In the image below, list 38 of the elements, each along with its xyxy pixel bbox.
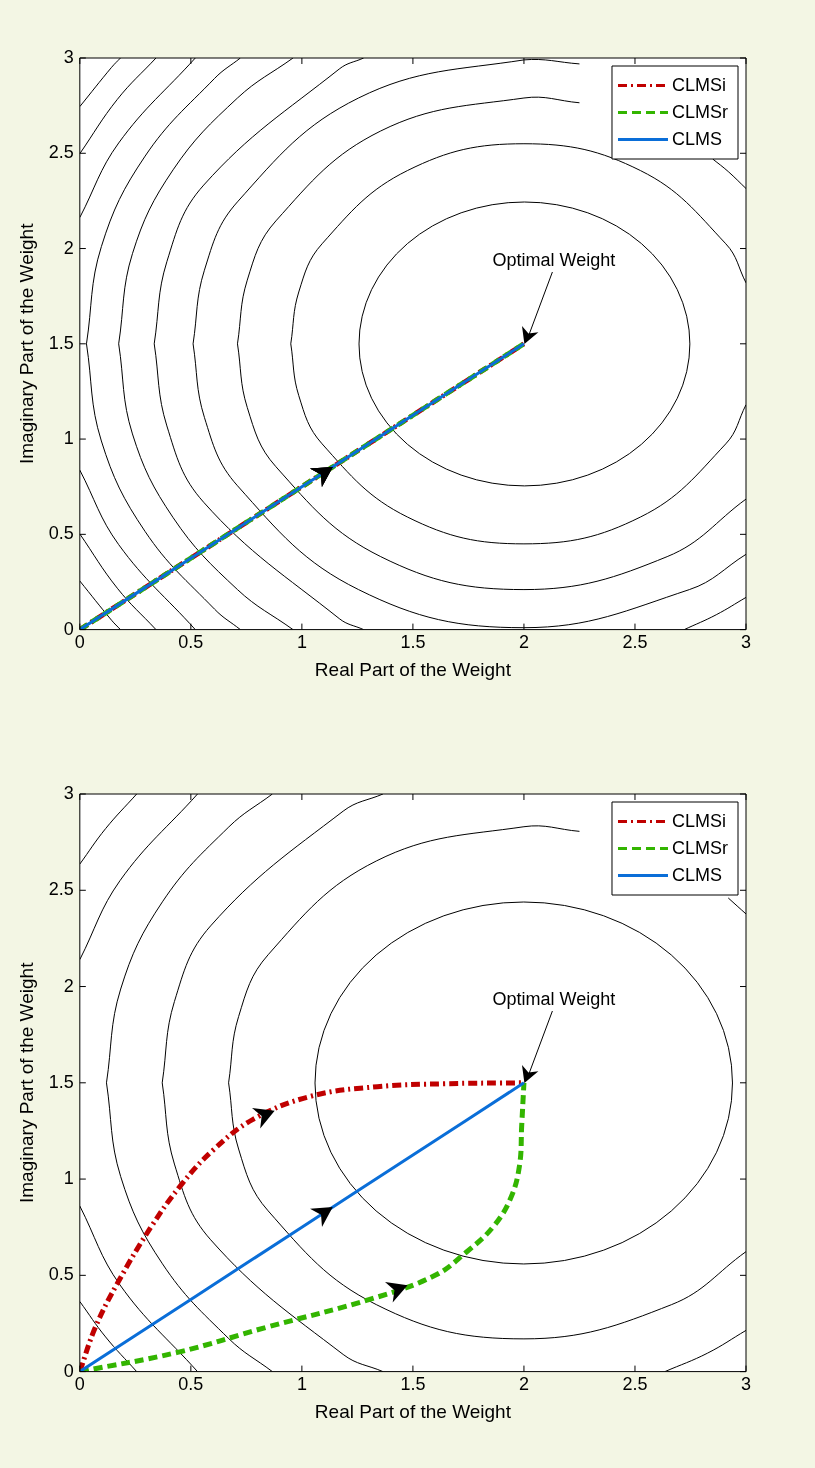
legend-label: CLMS xyxy=(672,129,723,150)
x-tick-label: 0.5 xyxy=(178,632,204,653)
x-tick-label: 2.5 xyxy=(622,1374,648,1395)
legend-label: CLMSr xyxy=(672,838,729,859)
x-tick-label: 3 xyxy=(740,1374,752,1395)
y-tick-label: 1 xyxy=(63,428,74,449)
y-tick-label: 1 xyxy=(63,1168,74,1189)
y-tick-label: 2 xyxy=(63,237,74,258)
x-tick-label: 2.5 xyxy=(622,632,648,653)
y-axis-title: Imaginary Part of the Weight xyxy=(15,222,37,465)
x-axis-title: Real Part of the Weight xyxy=(314,1400,512,1422)
legend-label: CLMS xyxy=(672,865,723,886)
legend-label: CLMSi xyxy=(672,811,727,832)
x-tick-label: 1 xyxy=(296,632,307,653)
y-tick-label: 0 xyxy=(63,618,74,639)
y-tick-label: 3 xyxy=(63,782,74,803)
x-tick-label: 2 xyxy=(518,1374,529,1395)
annotation: Optimal Weight xyxy=(492,988,616,1009)
y-tick-label: 0.5 xyxy=(48,523,74,544)
y-tick-label: 1.5 xyxy=(48,332,74,353)
y-tick-label: 0 xyxy=(63,1360,74,1381)
x-tick-label: 1.5 xyxy=(400,1374,426,1395)
legend-label: CLMSi xyxy=(672,75,727,96)
x-tick-label: 1 xyxy=(296,1374,307,1395)
y-tick-label: 2 xyxy=(63,975,74,996)
y-axis-title: Imaginary Part of the Weight xyxy=(15,961,37,1204)
x-tick-label: 0.5 xyxy=(178,1374,204,1395)
x-axis-title: Real Part of the Weight xyxy=(314,658,512,680)
x-tick-label: 2 xyxy=(518,632,529,653)
y-tick-label: 0.5 xyxy=(48,1264,74,1285)
legend-label: CLMSr xyxy=(672,102,729,123)
x-tick-label: 3 xyxy=(740,632,752,653)
annotation: Optimal Weight xyxy=(492,249,616,270)
y-tick-label: 2.5 xyxy=(48,142,74,163)
x-tick-label: 1.5 xyxy=(400,632,426,653)
y-tick-label: 1.5 xyxy=(48,1071,74,1092)
y-tick-label: 3 xyxy=(63,46,74,67)
y-tick-label: 2.5 xyxy=(48,879,74,900)
